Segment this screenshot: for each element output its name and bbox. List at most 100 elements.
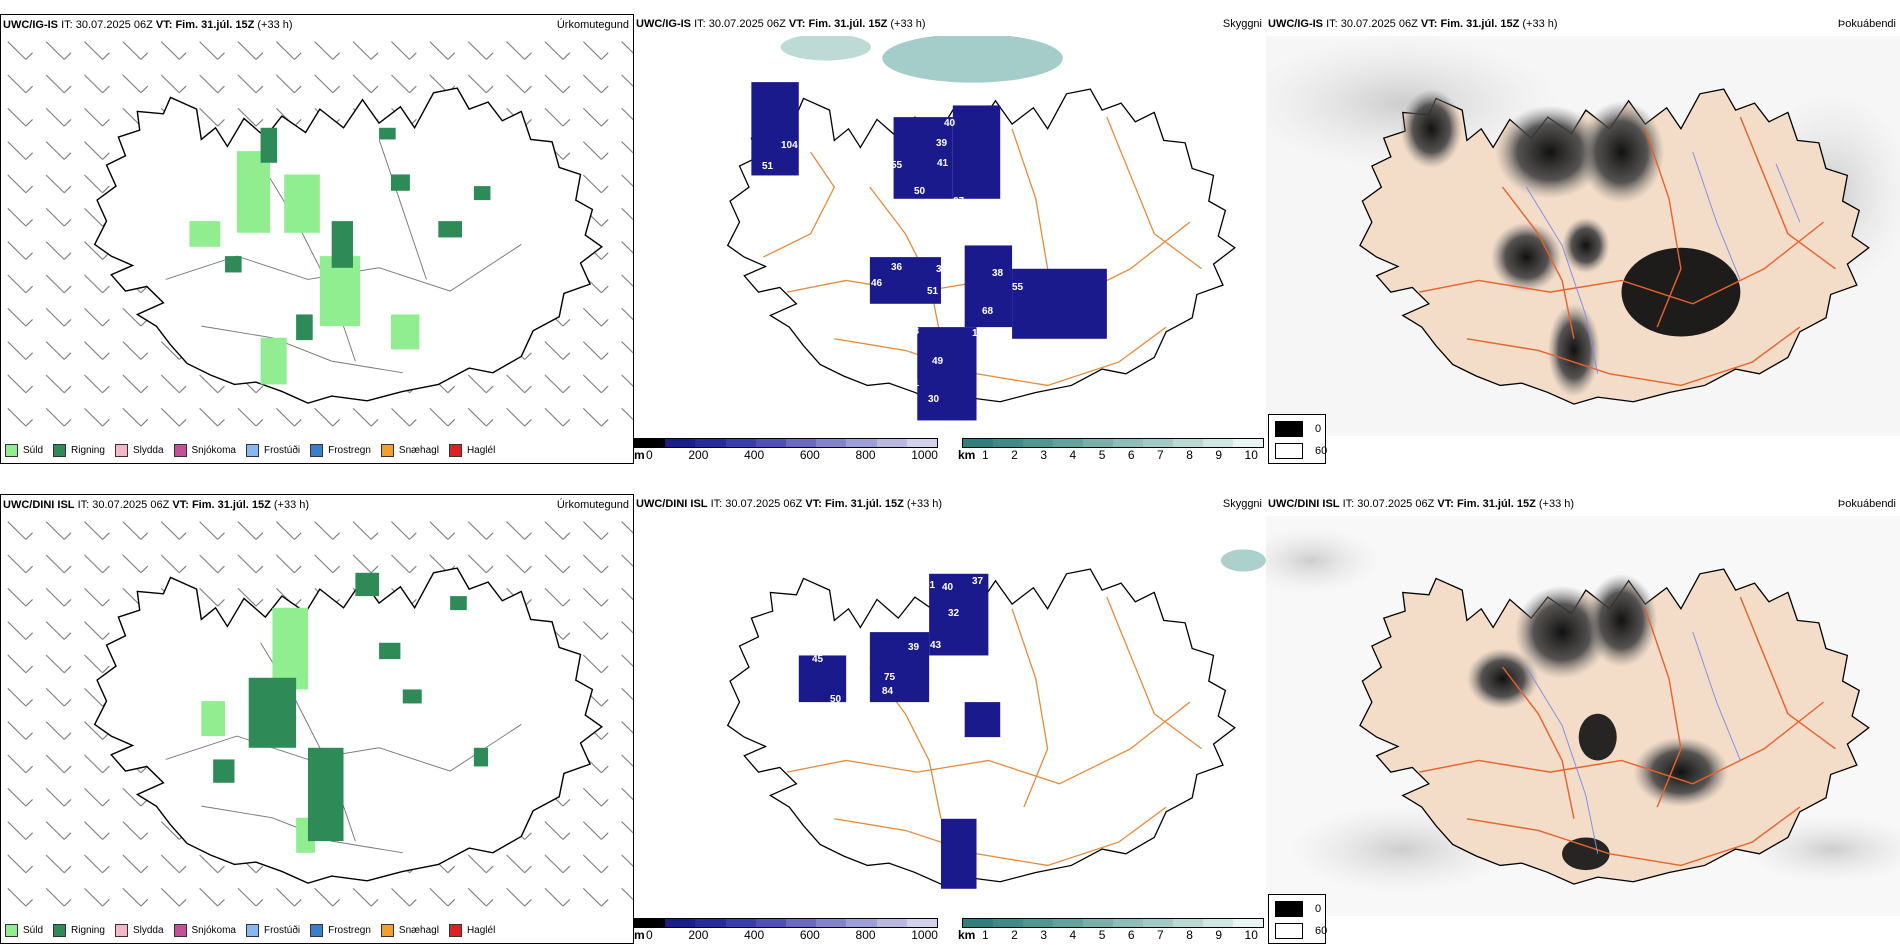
height-ticks: 0 200 400 600 800 1000 bbox=[646, 928, 938, 942]
precip-panel-row2: UWC/DINI ISL IT: 30.07.2025 06Z VT: Fim.… bbox=[0, 494, 634, 944]
legend-item: Slydda bbox=[114, 924, 164, 937]
cloud-value: 38 bbox=[992, 268, 1004, 279]
cloud-value: 41 bbox=[928, 858, 940, 869]
visibility-colorbar-bar bbox=[962, 438, 1264, 448]
colorbar-step bbox=[695, 439, 726, 447]
cloud-value: 41 bbox=[937, 158, 949, 169]
cloud-map bbox=[727, 549, 1266, 889]
legend-swatch bbox=[310, 444, 324, 457]
cloud-value: 38 bbox=[936, 264, 948, 275]
cloud-map bbox=[727, 36, 1236, 421]
cloud-value: 40 bbox=[942, 582, 954, 593]
cloud-value: 36 bbox=[891, 262, 903, 273]
colorbar-step bbox=[1203, 919, 1233, 927]
product-title: Úrkomutegund bbox=[556, 499, 629, 511]
panel-header: UWC/DINI ISL IT: 30.07.2025 06Z VT: Fim.… bbox=[3, 499, 310, 511]
visibility-ticks: 1 2 3 4 5 6 7 8 9 10 bbox=[982, 448, 1258, 462]
legend-item: Súld bbox=[5, 924, 43, 937]
panel-header: UWC/DINI ISL IT: 30.07.2025 06Z VT: Fim.… bbox=[636, 498, 943, 510]
product-title: Skyggni bbox=[1222, 18, 1262, 30]
legend-item: Frostregn bbox=[310, 444, 371, 457]
colorbar-step bbox=[1143, 439, 1173, 447]
colorbar-step bbox=[1023, 919, 1053, 927]
colorbar-step bbox=[816, 919, 847, 927]
legend-item: Slydda bbox=[114, 444, 164, 457]
fog-legend-row: 60 bbox=[1275, 923, 1327, 939]
legend-swatch bbox=[5, 444, 18, 457]
colorbar-step bbox=[1233, 919, 1263, 927]
legend-swatch bbox=[53, 444, 67, 457]
fog-map bbox=[1266, 516, 1900, 916]
cloud-value: 39 bbox=[936, 138, 948, 149]
cloud-panel-row1: UWC/IG-IS IT: 30.07.2025 06Z VT: Fim. 31… bbox=[634, 14, 1266, 464]
cloud-value: 51 bbox=[927, 286, 939, 297]
fog-legend: 0 60 bbox=[1268, 414, 1327, 464]
legend-swatch bbox=[53, 924, 67, 937]
colorbar-step bbox=[1113, 439, 1143, 447]
colorbar-step bbox=[846, 439, 877, 447]
cloud-value: 39 bbox=[908, 642, 920, 653]
colorbar-step bbox=[1053, 439, 1083, 447]
legend-item: Frostúði bbox=[245, 924, 300, 937]
precip-legend: Súld Rigning Slydda Snjókoma Frostúði Fr… bbox=[5, 444, 495, 457]
fog-legend-swatch bbox=[1275, 923, 1303, 939]
legend-item: Súld bbox=[5, 444, 43, 457]
cloud-value: 43 bbox=[930, 640, 942, 651]
cloud-value: 41 bbox=[944, 734, 956, 745]
product-title: Skyggni bbox=[1222, 498, 1262, 510]
legend-item: Snjókoma bbox=[173, 444, 236, 457]
cloud-value: 72 bbox=[906, 358, 918, 369]
colorbar-step bbox=[906, 919, 938, 927]
cloud-value: 37 bbox=[972, 576, 984, 587]
fog-panel-row2: UWC/DINI ISL IT: 30.07.2025 06Z VT: Fim.… bbox=[1266, 494, 1900, 944]
visibility-unit: km bbox=[958, 448, 976, 462]
cloud-value: 84 bbox=[882, 686, 894, 697]
cloud-value: 45 bbox=[812, 654, 824, 665]
fog-legend-swatch bbox=[1275, 443, 1303, 459]
colorbar-step bbox=[1113, 919, 1143, 927]
colorbar-step bbox=[1083, 439, 1113, 447]
cloud-value: 83 bbox=[906, 396, 918, 407]
colorbar-step bbox=[876, 439, 907, 447]
precip-map bbox=[1, 35, 633, 435]
legend-item: Rigning bbox=[53, 444, 105, 457]
colorbar-step bbox=[1173, 439, 1203, 447]
legend-swatch bbox=[448, 924, 462, 937]
cloud-value: 68 bbox=[982, 306, 994, 317]
cloud-value: 15 bbox=[910, 304, 922, 315]
precip-panel-row1: UWC/IG-IS IT: 30.07.2025 06Z VT: Fim. 31… bbox=[0, 14, 634, 464]
colorbar-step bbox=[786, 439, 817, 447]
cloud-value: 63 bbox=[1000, 332, 1012, 343]
visibility-unit: km bbox=[958, 928, 976, 942]
legend-swatch bbox=[380, 924, 394, 937]
cloud-value: 37 bbox=[704, 254, 716, 265]
cloud-value: 50 bbox=[914, 186, 926, 197]
legend-swatch bbox=[310, 924, 324, 937]
cloud-value: 87 bbox=[848, 744, 860, 755]
colorbar-step bbox=[1233, 439, 1263, 447]
legend-item: Frostúði bbox=[245, 444, 300, 457]
colorbar-step bbox=[816, 439, 847, 447]
cloud-value: 46 bbox=[871, 278, 883, 289]
legend-item: Snæhagl bbox=[380, 924, 439, 937]
colorbar-step bbox=[725, 919, 756, 927]
cloud-value: 50 bbox=[906, 818, 918, 829]
precip-map bbox=[1, 515, 633, 915]
colorbar-step bbox=[846, 919, 877, 927]
legend-swatch bbox=[173, 444, 187, 457]
legend-swatch bbox=[245, 924, 259, 937]
panel-header: UWC/IG-IS IT: 30.07.2025 06Z VT: Fim. 31… bbox=[636, 18, 926, 30]
fog-panel-row1: UWC/IG-IS IT: 30.07.2025 06Z VT: Fim. 31… bbox=[1266, 14, 1900, 464]
colorbar-step bbox=[1173, 919, 1203, 927]
colorbar-step bbox=[906, 439, 938, 447]
cloud-value: 32 bbox=[948, 608, 960, 619]
colorbar-step bbox=[993, 919, 1023, 927]
cloud-value: 55 bbox=[1012, 282, 1024, 293]
fog-legend-swatch bbox=[1275, 901, 1303, 917]
visibility-colorbar-bar bbox=[962, 918, 1264, 928]
cloud-value: 40 bbox=[944, 118, 956, 129]
colorbar-step bbox=[993, 439, 1023, 447]
panel-header: UWC/IG-IS IT: 30.07.2025 06Z VT: Fim. 31… bbox=[1268, 18, 1558, 30]
visibility-ticks: 1 2 3 4 5 6 7 8 9 10 bbox=[982, 928, 1258, 942]
cloud-panel-row2: UWC/DINI ISL IT: 30.07.2025 06Z VT: Fim.… bbox=[634, 494, 1266, 944]
